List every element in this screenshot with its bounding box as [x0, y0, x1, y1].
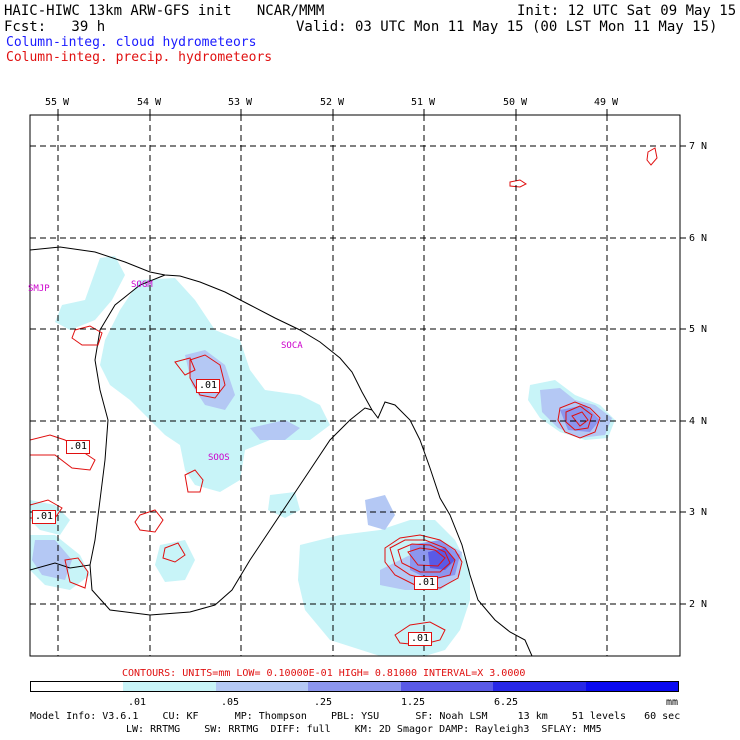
color-bin	[308, 682, 401, 691]
colorbar-tick: .05	[221, 697, 240, 708]
color-bin	[123, 682, 216, 691]
model-info-line1: Model Info: V3.6.1 CU: KF MP: Thompson P…	[30, 711, 681, 722]
field-precip-label: Column-integ. precip. hydrometeors	[6, 50, 273, 65]
lat-lon-grid	[30, 115, 680, 656]
station-sogm: SOGM	[131, 280, 153, 290]
contour-label: .01	[32, 510, 57, 524]
lon-label-52w: 52 W	[320, 97, 345, 108]
lon-label-49w: 49 W	[594, 97, 619, 108]
lon-label-55w: 55 W	[45, 97, 70, 108]
contour-label: .01	[66, 440, 91, 454]
contours-info: CONTOURS: UNITS=mm LOW= 0.10000E-01 HIGH…	[122, 668, 526, 679]
cloud-shading	[30, 256, 615, 656]
lon-label-50w: 50 W	[503, 97, 528, 108]
init-time: Init: 12 UTC Sat 09 May 15	[517, 3, 737, 19]
color-bar	[30, 681, 679, 692]
contour-label: .01	[196, 379, 221, 393]
colorbar-tick: .25	[314, 697, 333, 708]
lat-label-5n: 5 N	[689, 324, 708, 335]
lat-label-6n: 6 N	[689, 233, 708, 244]
colorbar-units: mm	[666, 697, 679, 708]
colorbar-tick: 1.25	[401, 697, 426, 708]
valid-time: Valid: 03 UTC Mon 11 May 15 (00 LST Mon …	[296, 19, 718, 35]
color-bin	[400, 682, 494, 691]
station-smjp: SMJP	[28, 284, 50, 294]
color-bin	[585, 682, 678, 691]
field-cloud-label: Column-integ. cloud hydrometeors	[6, 35, 257, 50]
lon-label-51w: 51 W	[411, 97, 436, 108]
model-title: HAIC-HIWC 13km ARW-GFS init NCAR/MMM	[4, 3, 325, 19]
color-bin	[215, 682, 309, 691]
lat-label-3n: 3 N	[689, 507, 708, 518]
coastline	[30, 246, 533, 656]
lat-label-4n: 4 N	[689, 416, 708, 427]
map-frame	[29, 114, 681, 657]
contour-label: .01	[414, 576, 439, 590]
contour-label: .01	[408, 632, 433, 646]
lat-label-7n: 7 N	[689, 141, 708, 152]
station-soos: SOOS	[208, 453, 230, 463]
color-bin	[31, 682, 124, 691]
color-bin	[493, 682, 586, 691]
forecast-hour: Fcst: 39 h	[4, 19, 106, 35]
lon-label-54w: 54 W	[137, 97, 162, 108]
colorbar-tick: 6.25	[494, 697, 519, 708]
lat-label-2n: 2 N	[689, 599, 708, 610]
model-info-line2: LW: RRTMG SW: RRTMG DIFF: full KM: 2D Sm…	[126, 724, 602, 735]
colorbar-tick: .01	[128, 697, 147, 708]
map-ticks	[57, 109, 686, 605]
station-soca: SOCA	[281, 341, 303, 351]
lon-label-53w: 53 W	[228, 97, 253, 108]
